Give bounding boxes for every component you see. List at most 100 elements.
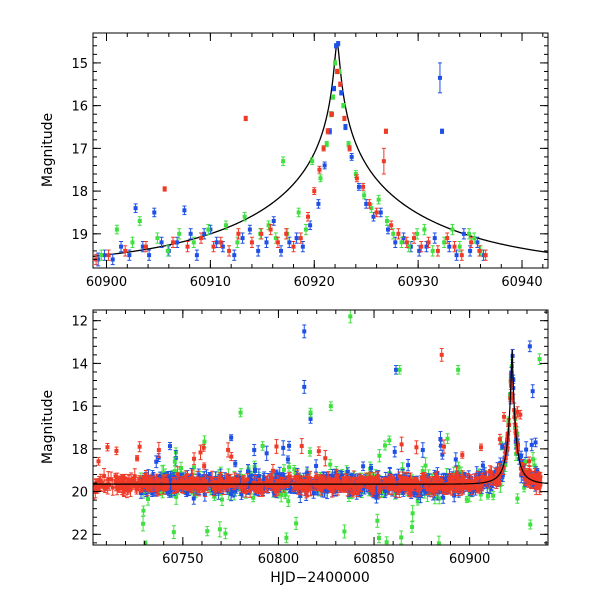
bottom-data-point-red	[202, 462, 207, 470]
top-data-point-red	[218, 236, 223, 248]
top-data-point-green	[391, 228, 396, 240]
bottom-data-point-red	[195, 470, 200, 487]
top-data-point-blue	[349, 152, 354, 161]
top-data-point-blue	[432, 232, 437, 244]
top-data-point-green	[422, 223, 427, 236]
bottom-y-tick-label: 18	[71, 443, 88, 458]
top-data-point-blue	[322, 161, 327, 170]
bottom-data-point-red	[355, 489, 360, 497]
top-data-point-blue	[175, 236, 180, 248]
top-data-point-red	[227, 245, 232, 257]
top-panel: 60900 60910 60920 60930 60940 15 16 17 18 19 Magn…	[40, 32, 549, 290]
top-y-tick-label: 15	[71, 57, 88, 72]
top-data-point-blue	[440, 128, 445, 134]
top-data-point-red	[317, 165, 322, 174]
bottom-data-point-red	[390, 481, 395, 489]
top-data-point-green	[330, 94, 335, 100]
bottom-outlier-point-red	[502, 412, 507, 422]
bottom-data-point-green	[399, 530, 404, 545]
top-data-point-green	[457, 241, 462, 253]
bottom-data-point-blue	[438, 431, 443, 447]
bottom-data-point-red	[136, 476, 141, 491]
bottom-data-point-green	[528, 519, 533, 530]
bottom-axes: 60750 60800 60850 60900 12 14 16 18 20 22	[71, 310, 548, 567]
bottom-data-point-blue	[167, 442, 172, 451]
top-data-point-green	[467, 228, 472, 240]
top-data-point-blue	[343, 123, 348, 131]
top-data-point-blue	[127, 249, 132, 261]
bottom-data-point-red	[205, 476, 210, 494]
bottom-data-point-green	[384, 536, 389, 545]
bottom-data-point-red	[192, 452, 197, 466]
bottom-data-point-red	[356, 477, 361, 488]
bottom-data-point-blue	[420, 442, 425, 458]
bottom-data-point-red	[137, 441, 142, 453]
top-data-point-green	[430, 245, 435, 257]
top-data-point-blue	[308, 220, 313, 231]
bottom-y-tick-label: 14	[71, 357, 88, 372]
bottom-outliers-blue	[302, 324, 538, 448]
bottom-outliers-green	[172, 310, 542, 467]
bottom-data-point-green	[376, 532, 381, 544]
top-data-point-green	[177, 228, 182, 240]
bottom-data-point-green	[284, 532, 289, 544]
top-series-red	[94, 68, 488, 266]
top-data-point-red	[312, 187, 317, 196]
top-data-point-red	[477, 245, 482, 257]
top-data-point-green	[362, 191, 367, 200]
bottom-data-point-red	[382, 476, 387, 484]
bottom-data-point-green	[223, 527, 228, 540]
bottom-data-layer	[93, 310, 548, 545]
bottom-data-point-blue	[524, 441, 529, 458]
bottom-data-point-blue	[453, 452, 458, 467]
bottom-outlier-point-green	[328, 401, 333, 411]
bottom-data-point-red	[229, 452, 234, 462]
bottom-data-point-green	[287, 462, 292, 472]
bottom-data-point-red	[489, 470, 494, 486]
bottom-outlier-point-blue	[394, 365, 399, 375]
bottom-data-point-green	[383, 440, 388, 451]
top-data-point-blue	[461, 228, 466, 240]
bottom-data-point-red	[190, 469, 195, 486]
top-data-point-green	[318, 174, 323, 183]
bottom-data-point-red	[131, 474, 136, 486]
bottom-plot-frame	[92, 309, 549, 546]
bottom-data-point-red	[538, 477, 543, 493]
top-data-point-red	[411, 232, 416, 244]
bottom-data-point-green	[328, 459, 333, 471]
top-data-point-green	[130, 236, 135, 248]
top-data-layer	[93, 41, 548, 267]
bottom-outlier-point-green	[348, 310, 353, 324]
top-data-point-red	[483, 249, 488, 261]
bottom-data-point-green	[141, 516, 146, 532]
bottom-data-point-blue	[500, 443, 505, 450]
bottom-data-point-red	[114, 446, 119, 456]
top-data-point-red	[426, 236, 431, 248]
bottom-data-point-red	[147, 474, 152, 492]
bottom-outlier-point-red	[439, 347, 444, 362]
top-data-point-red	[335, 68, 340, 75]
bottom-data-point-green	[143, 540, 148, 545]
top-data-point-blue	[152, 207, 157, 218]
bottom-data-point-red	[105, 442, 110, 452]
bottom-outlier-point-green	[456, 365, 461, 375]
bottom-data-point-blue	[285, 455, 290, 464]
top-data-point-blue	[393, 236, 398, 248]
top-data-point-green	[137, 216, 142, 226]
bottom-data-point-red	[430, 485, 435, 495]
bottom-data-point-blue	[264, 445, 269, 461]
top-data-point-red	[338, 81, 343, 87]
top-series-green	[99, 60, 483, 261]
top-data-point-red	[249, 236, 254, 248]
top-data-point-blue	[437, 62, 442, 94]
bottom-outlier-point-blue	[533, 437, 538, 448]
top-data-point-red	[329, 111, 334, 117]
top-data-point-green	[206, 223, 211, 236]
top-data-point-red	[325, 128, 330, 135]
top-data-point-red	[306, 211, 311, 222]
top-data-point-green	[399, 236, 404, 248]
bottom-data-point-red	[497, 433, 502, 445]
bottom-data-point-red	[487, 472, 492, 489]
top-data-point-blue	[447, 241, 452, 253]
